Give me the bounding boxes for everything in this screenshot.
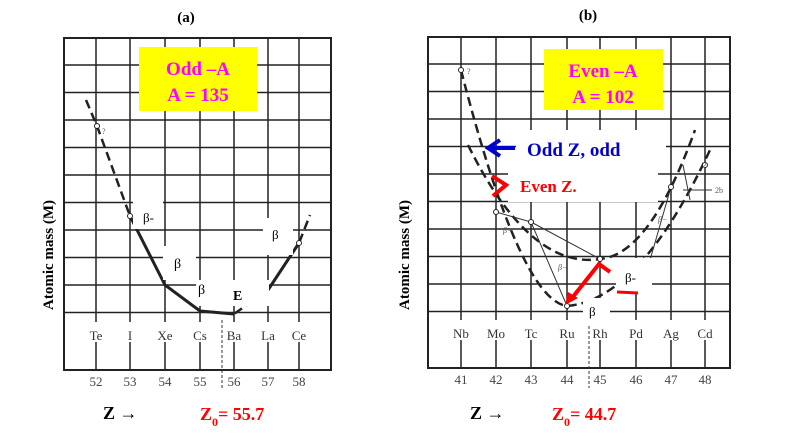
legend-bg <box>516 130 666 170</box>
beta-minus-inline: β− <box>657 215 667 224</box>
label-bg <box>133 199 163 229</box>
element-label: La <box>261 328 275 343</box>
nuclide-point <box>94 123 100 129</box>
z-tick-label: 48 <box>699 372 712 387</box>
z-tick-label: 47 <box>665 372 679 387</box>
legend-odd-z: Odd Z, odd <box>527 140 621 161</box>
panel-a: (a) Te 52 I 53 Xe 54 Cs 55 Ba 56 La 57 Ce 58 ? Odd –A… <box>41 10 332 429</box>
element-label: Pd <box>629 326 643 341</box>
panel-b-box-line1: Even –A <box>568 61 637 82</box>
beta-label: β <box>174 257 181 272</box>
panel-b-decay-lines-right <box>649 164 691 261</box>
panel-a-box-line1: Odd –A <box>166 59 230 80</box>
element-label: Ru <box>559 326 575 341</box>
panel-a-caption: (a) <box>177 10 195 26</box>
z-tick-label: 45 <box>594 372 607 387</box>
element-label: Ce <box>292 328 307 343</box>
element-label: Cd <box>697 326 713 341</box>
panel-a-box-line2: A = 135 <box>167 85 229 106</box>
nuclide-point <box>702 162 708 168</box>
label-bg <box>196 280 269 306</box>
element-label: Ba <box>227 328 242 343</box>
z-tick-label: 54 <box>159 374 173 389</box>
z-tick-label: 55 <box>194 374 207 389</box>
z-tick-label: 43 <box>525 372 538 387</box>
z-tick-label: 44 <box>561 372 575 387</box>
element-label: Xe <box>157 328 172 343</box>
panel-a-points <box>94 123 302 246</box>
panel-b-points <box>458 67 708 309</box>
nuclide-point <box>296 240 302 246</box>
panel-a-z0-label: Z0= 55.7 <box>200 404 264 429</box>
panel-a-decay-path-right <box>266 242 301 291</box>
element-label: Cs <box>193 328 207 343</box>
panel-a-y-axis-label: Atomic mass (M) <box>41 200 57 310</box>
panel-a-decay-path <box>128 215 235 316</box>
z-tick-label: 41 <box>455 372 468 387</box>
red-decay-arrow-icon <box>570 261 612 300</box>
z-tick-label: 52 <box>90 374 103 389</box>
panel-b-box-line2: A = 102 <box>572 87 634 108</box>
grid-frame <box>427 36 731 369</box>
label-bg <box>163 246 196 280</box>
element-label: Tc <box>525 326 538 341</box>
legend-bg <box>508 170 658 202</box>
legend-even-z: Even Z. <box>520 177 577 196</box>
panel-a-title-box <box>139 47 257 111</box>
nuclide-point <box>668 184 674 190</box>
label-bg <box>583 298 610 322</box>
nuclide-point <box>127 213 133 219</box>
panel-b-z0-label: Z0= 44.7 <box>552 404 616 429</box>
panel-b: (b) Nb 41 Mo 42 Tc 43 Ru 44 Rh 45 Pd 46 Ag 47 Cd 48 ? ?… <box>397 8 731 429</box>
z-tick-label: 58 <box>293 374 306 389</box>
beta-minus-inline: β− <box>557 263 567 272</box>
element-label: Mo <box>487 326 505 341</box>
element-label: I <box>128 328 132 343</box>
blue-arrow-icon <box>484 138 515 158</box>
beta-minus-inline: β− <box>502 226 512 235</box>
red-marker <box>616 290 639 295</box>
beta-label: β <box>198 283 205 298</box>
z-tick-label: 42 <box>490 372 503 387</box>
panel-b-title-box <box>544 49 663 110</box>
gap-label: 2b <box>715 186 723 195</box>
nuclide-point <box>597 256 603 262</box>
red-chevron-icon <box>490 174 510 198</box>
label-bg <box>616 258 652 294</box>
element-label: Rh <box>592 326 608 341</box>
z-tick-label: 46 <box>630 372 644 387</box>
beta-plus-label: β <box>272 227 279 242</box>
beta-label: β <box>589 304 596 319</box>
nuclide-point <box>528 219 534 225</box>
unknown-mass-mark: ? <box>102 127 106 136</box>
label-bg <box>263 218 293 255</box>
unknown-mass-mark: ? <box>703 161 707 170</box>
panel-b-z-axis-label: Z → <box>470 403 505 423</box>
z-tick-label: 57 <box>262 374 276 389</box>
unknown-mass-mark: ? <box>467 67 471 76</box>
panel-a-z-axis-label: Z → <box>103 403 138 423</box>
panel-b-caption: (b) <box>579 8 597 24</box>
nuclide-point <box>493 209 499 215</box>
beta-minus-label: β- <box>625 270 636 285</box>
element-label: Ag <box>663 326 679 341</box>
beta-minus-label: β- <box>143 210 154 225</box>
panel-b-y-axis-label: Atomic mass (M) <box>397 200 413 310</box>
z-tick-label: 56 <box>228 374 242 389</box>
nuclide-point <box>458 67 464 73</box>
element-label: Nb <box>453 326 469 341</box>
ec-label: E <box>233 289 242 304</box>
z-tick-label: 53 <box>124 374 137 389</box>
grid-frame <box>63 37 332 371</box>
element-label: Te <box>90 328 103 343</box>
red-arrowhead-icon <box>565 292 578 305</box>
